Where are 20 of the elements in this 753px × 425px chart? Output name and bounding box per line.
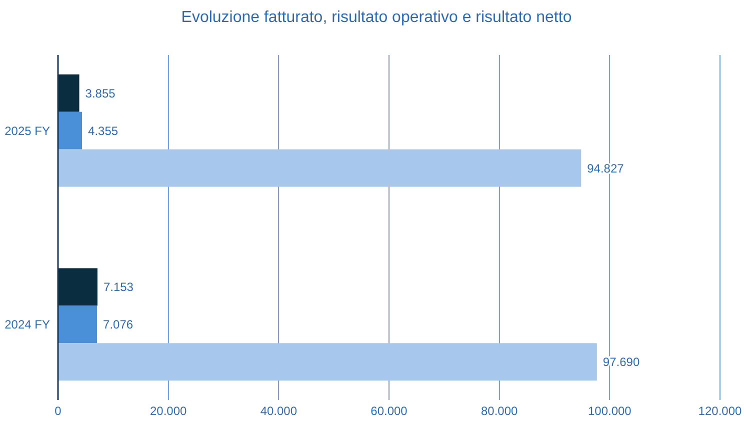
x-tick-label: 60.000	[370, 404, 408, 418]
bar	[58, 149, 582, 187]
bar	[58, 343, 597, 381]
y-tick-label: 2024 FY	[4, 318, 50, 332]
bar	[58, 268, 98, 306]
x-tick-label: 80.000	[480, 404, 518, 418]
x-tick-label: 120.000	[698, 404, 742, 418]
x-tick-label: 100.000	[588, 404, 632, 418]
chart-title: Evoluzione fatturato, risultato operativo e risultato netto	[181, 9, 572, 26]
bar	[58, 306, 98, 344]
y-tick-label: 2025 FY	[4, 124, 50, 138]
bar	[58, 112, 82, 150]
data-label: 3.855	[85, 86, 116, 100]
x-tick-label: 20.000	[150, 404, 188, 418]
data-label: 4.355	[88, 124, 118, 138]
data-label: 7.153	[103, 280, 134, 294]
bar	[58, 74, 80, 112]
x-tick-label: 40.000	[260, 404, 298, 418]
data-label: 7.076	[103, 318, 134, 332]
x-tick-label: 0	[54, 404, 62, 418]
